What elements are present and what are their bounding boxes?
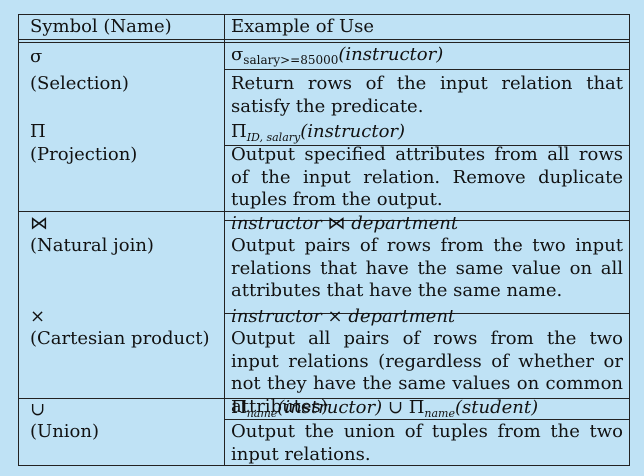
row-divider <box>224 69 629 70</box>
union-argument-1: (instructor) <box>277 397 383 418</box>
union-projection-attributes-1: name <box>246 407 278 420</box>
row-divider <box>224 419 629 420</box>
product-left-relation: instructor <box>231 306 322 327</box>
column-divider <box>224 15 225 465</box>
name-projection: (Projection) <box>30 144 138 165</box>
description-projection: Output specified attributes from all row… <box>231 144 623 211</box>
symbol-projection: Π <box>30 121 46 142</box>
union-projection-operator-2: Π <box>408 397 425 418</box>
row-divider <box>224 220 629 221</box>
product-operator: × <box>327 306 343 327</box>
header-divider <box>19 39 629 43</box>
projection-operator: Π <box>231 121 247 142</box>
selection-argument: (instructor) <box>338 44 444 65</box>
row-divider <box>19 211 629 212</box>
symbol-union: ∪ <box>30 399 46 420</box>
union-operator: ∪ <box>387 397 403 418</box>
name-cartesian-product: (Cartesian product) <box>30 328 210 349</box>
description-natural-join: Output pairs of rows from the two input … <box>231 235 623 302</box>
example-natural-join: instructor ⋈ department <box>231 213 458 235</box>
symbol-cartesian-product: × <box>30 306 46 327</box>
symbol-selection: σ <box>30 46 43 67</box>
projection-argument: (instructor) <box>300 121 406 142</box>
union-argument-2: (student) <box>454 397 539 418</box>
union-projection-operator-1: Π <box>231 397 247 418</box>
row-divider <box>224 145 629 146</box>
description-union: Output the union of tuples from the two … <box>231 421 623 465</box>
example-projection: ΠID, salary(instructor) <box>231 121 405 149</box>
relational-algebra-table: Symbol (Name) Example of Use σ (Selectio… <box>18 14 630 466</box>
join-operator: ⋈ <box>327 213 346 234</box>
name-natural-join: (Natural join) <box>30 235 154 256</box>
example-selection: σsalary>=85000(instructor) <box>231 44 443 71</box>
row-divider <box>19 398 629 399</box>
example-cartesian-product: instructor × department <box>231 306 455 328</box>
union-projection-attributes-2: name <box>424 407 455 420</box>
description-selection: Return rows of the input relation that s… <box>231 73 623 117</box>
header-symbol-name: Symbol (Name) <box>30 16 172 37</box>
join-left-relation: instructor <box>231 213 322 234</box>
projection-attributes: ID, salary <box>246 131 301 144</box>
selection-predicate: salary>=85000 <box>243 53 339 67</box>
name-selection: (Selection) <box>30 73 129 94</box>
symbol-natural-join: ⋈ <box>30 213 48 234</box>
header-example-of-use: Example of Use <box>231 16 375 37</box>
selection-operator: σ <box>231 44 244 65</box>
description-cartesian-product: Output all pairs of rows from the two in… <box>231 328 623 417</box>
product-right-relation: department <box>348 306 456 327</box>
join-right-relation: department <box>351 213 459 234</box>
row-divider <box>224 313 629 314</box>
name-union: (Union) <box>30 421 99 442</box>
example-union: Πname(instructor) ∪ Πname(student) <box>231 397 538 425</box>
